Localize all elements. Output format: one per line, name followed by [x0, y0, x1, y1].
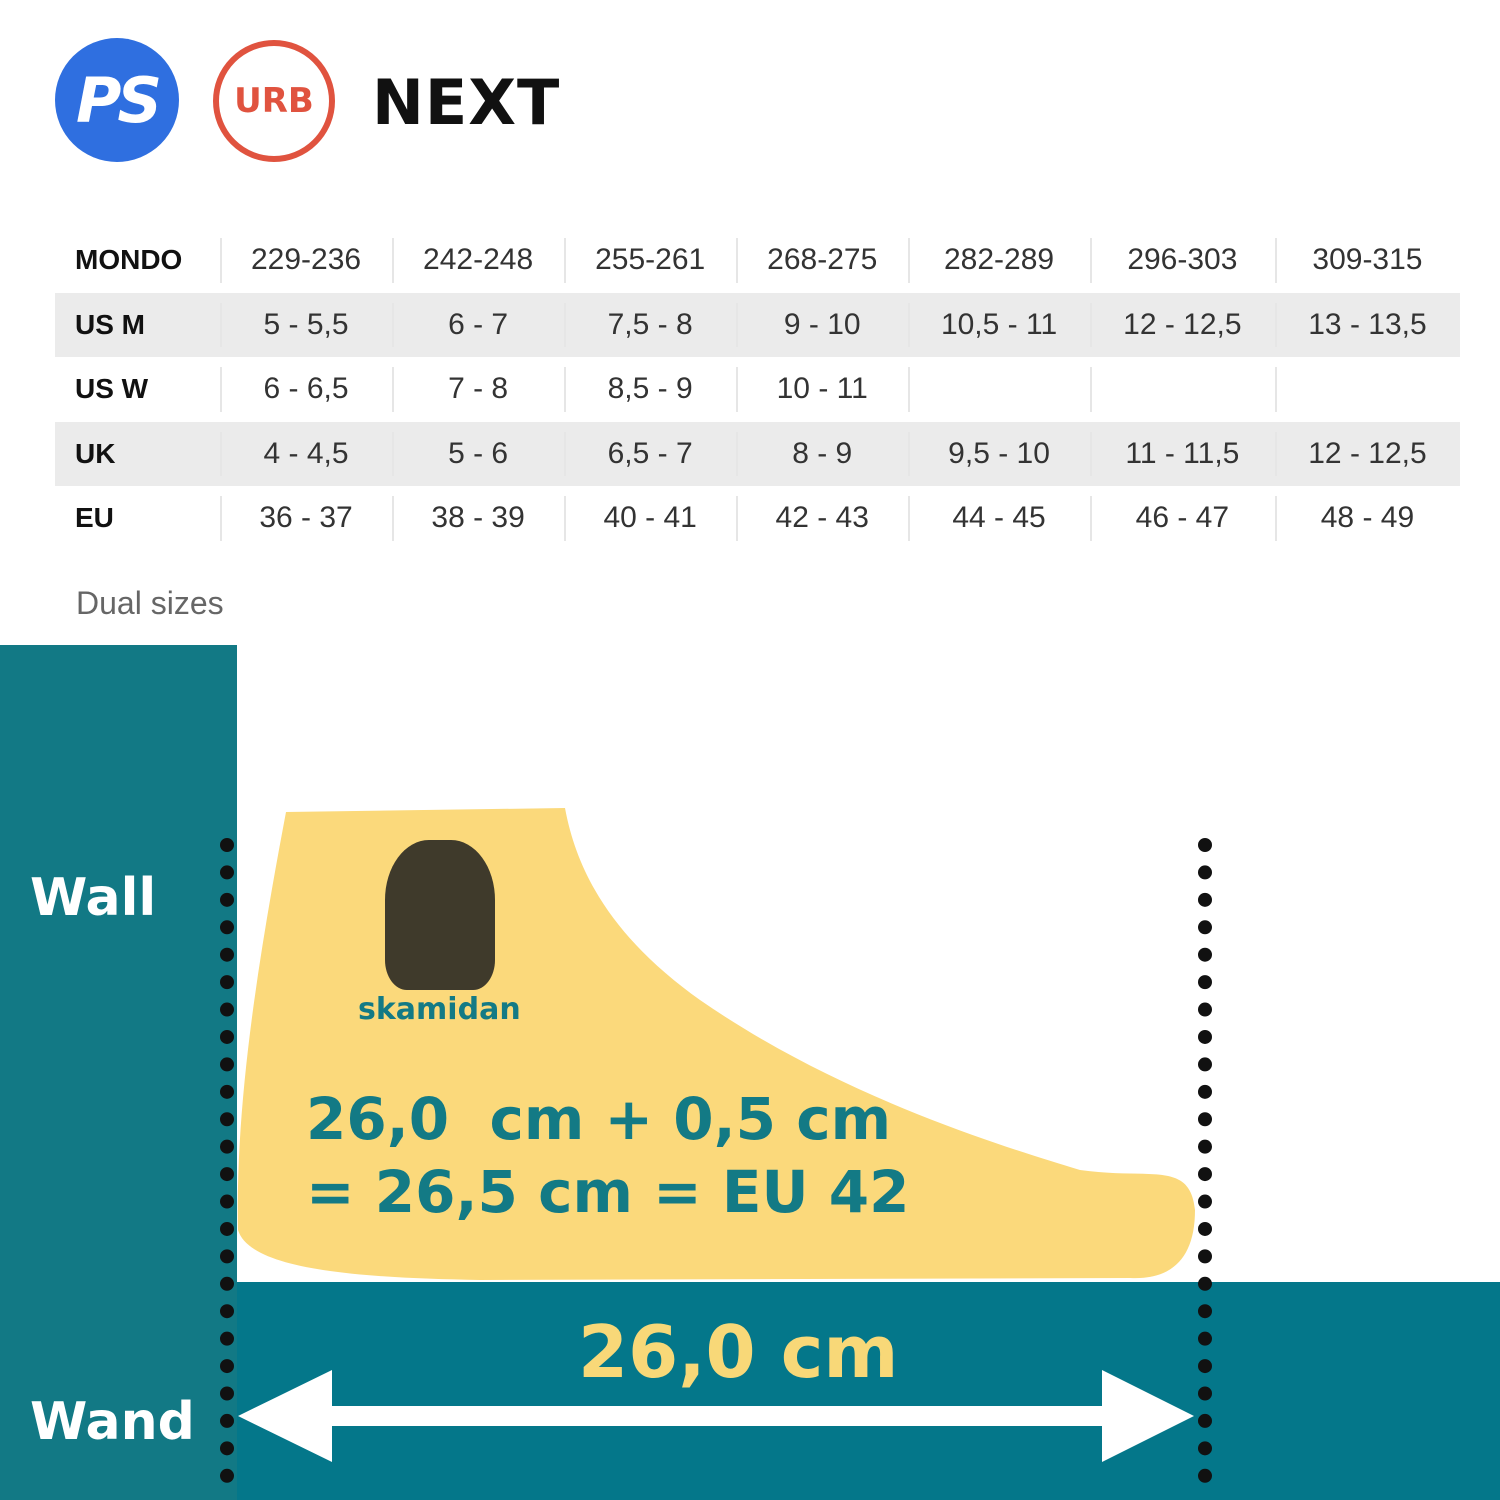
table-row: EU 36 - 37 38 - 39 40 - 41 42 - 43 44 - 45 46 … [55, 486, 1460, 551]
table-cell: 268-275 [736, 228, 908, 293]
table-cell: 40 - 41 [564, 486, 736, 551]
skater-icon [385, 840, 495, 990]
dual-sizes-note: Dual sizes [76, 585, 224, 621]
table-cell: 282-289 [908, 228, 1090, 293]
table-cell: 10 - 11 [736, 357, 908, 422]
table-cell: 309-315 [1274, 228, 1460, 293]
skamidan-logo: skamidan [358, 992, 521, 1027]
table-cell: 11 - 11,5 [1089, 421, 1275, 486]
table-cell: 7 - 8 [392, 357, 564, 422]
urb-logo: URB [213, 40, 335, 162]
wall [0, 645, 237, 1500]
row-label: UK [55, 421, 220, 486]
table-row: MONDO 229-236 242-248 255-261 268-275 282-289… [55, 228, 1460, 293]
table-row: US W 6 - 6,5 7 - 8 8,5 - 9 10 - 11 [55, 357, 1460, 422]
wall-label-de: Wand [30, 1392, 195, 1452]
table-cell: 44 - 45 [908, 486, 1090, 551]
table-cell: 9 - 10 [736, 292, 909, 357]
table-cell: 7,5 - 8 [564, 292, 737, 357]
double-arrow-icon [238, 1370, 1194, 1462]
table-cell [908, 357, 1090, 422]
floor [237, 1282, 1500, 1500]
measurement-label: 26,0 cm [578, 1310, 899, 1394]
table-cell: 242-248 [392, 228, 564, 293]
calc-line-2: = 26,5 cm = EU 42 [306, 1158, 910, 1226]
wall-label-en: Wall [30, 868, 157, 928]
table-cell: 13 - 13,5 [1274, 292, 1460, 357]
table-cell: 5 - 6 [392, 421, 565, 486]
row-label: US W [75, 373, 149, 405]
table-cell: 12 - 12,5 [1089, 292, 1275, 357]
table-cell [1274, 357, 1460, 422]
table-cell [1089, 357, 1275, 422]
table-cell: 255-261 [564, 228, 736, 293]
calc-line-1: 26,0 cm + 0,5 cm [306, 1085, 892, 1153]
table-cell: 8,5 - 9 [564, 357, 736, 422]
table-cell: 5 - 5,5 [220, 292, 393, 357]
table-cell: 48 - 49 [1274, 486, 1460, 551]
wall-dotted-line [220, 838, 234, 1483]
table-cell: 6 - 7 [392, 292, 565, 357]
table-cell: 6,5 - 7 [564, 421, 737, 486]
toe-dotted-line [1198, 838, 1212, 1483]
table-cell: 12 - 12,5 [1274, 421, 1460, 486]
table-cell: 36 - 37 [220, 486, 392, 551]
size-table: MONDO 229-236 242-248 255-261 268-275 282-289… [55, 228, 1460, 551]
table-cell: 42 - 43 [736, 486, 908, 551]
table-cell: 4 - 4,5 [220, 421, 393, 486]
table-cell: 6 - 6,5 [220, 357, 392, 422]
table-cell: 296-303 [1089, 228, 1275, 293]
product-title: NEXT [372, 66, 561, 139]
table-cell: 9,5 - 10 [908, 421, 1090, 486]
table-cell: 38 - 39 [392, 486, 564, 551]
table-cell: 10,5 - 11 [908, 292, 1090, 357]
row-label: EU [75, 502, 114, 534]
ps-logo: PS [55, 38, 179, 162]
table-cell: 8 - 9 [736, 421, 909, 486]
row-label: MONDO [75, 244, 183, 276]
row-label: US M [55, 292, 220, 357]
table-cell: 46 - 47 [1089, 486, 1275, 551]
table-cell: 229-236 [220, 228, 392, 293]
